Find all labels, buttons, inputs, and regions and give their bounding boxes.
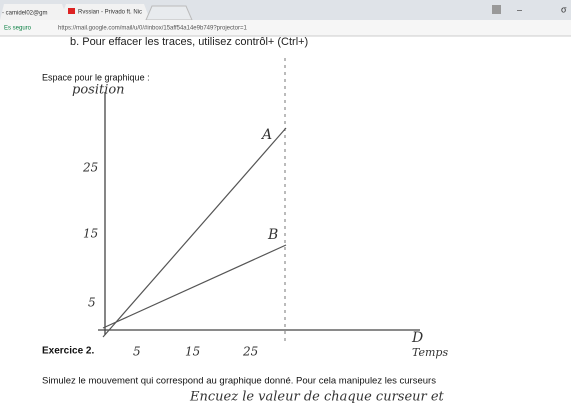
- y-tick-label: 25: [82, 161, 98, 175]
- exercise-text: Simulez le mouvement qui correspond au g…: [42, 376, 436, 387]
- minimize-button[interactable]: –: [517, 4, 522, 14]
- y-axis-label: position: [72, 83, 125, 98]
- line-label: B: [267, 227, 278, 243]
- close-button[interactable]: σ: [561, 4, 567, 14]
- user-button[interactable]: [492, 5, 501, 14]
- tab-title[interactable]: Rvssian - Privado ft. Nic: [78, 10, 142, 16]
- x-tick-label: 15: [185, 345, 200, 359]
- x-tick-label: 25: [242, 345, 258, 359]
- new-tab[interactable]: [145, 5, 193, 21]
- address-bar: [0, 20, 571, 36]
- handwritten-note: Encuez le valeur de chaque curseur et: [189, 390, 445, 404]
- instruction: b. Pour effacer les traces, utilisez con…: [70, 36, 308, 48]
- graph-caption: Espace pour le graphique :: [42, 72, 150, 82]
- line-label: A: [260, 127, 272, 143]
- y-tick-label: 5: [88, 296, 96, 310]
- x-axis-label: Temps: [412, 346, 448, 359]
- x-end-label: D: [411, 330, 423, 346]
- x-tick-label: 5: [133, 345, 141, 359]
- tab[interactable]: [0, 4, 68, 20]
- tab-title[interactable]: - camidel02@gm: [2, 11, 47, 17]
- y-tick-label: 15: [83, 227, 98, 241]
- tab[interactable]: [60, 4, 150, 20]
- line-b: [102, 244, 287, 329]
- url[interactable]: https://mail.google.com/mail/u/0/#inbox/…: [58, 26, 248, 32]
- tab-icon: [68, 8, 75, 14]
- secure-label: Es seguro: [4, 26, 32, 32]
- line-a: [102, 127, 287, 338]
- exercise-title: Exercice 2.: [42, 346, 94, 357]
